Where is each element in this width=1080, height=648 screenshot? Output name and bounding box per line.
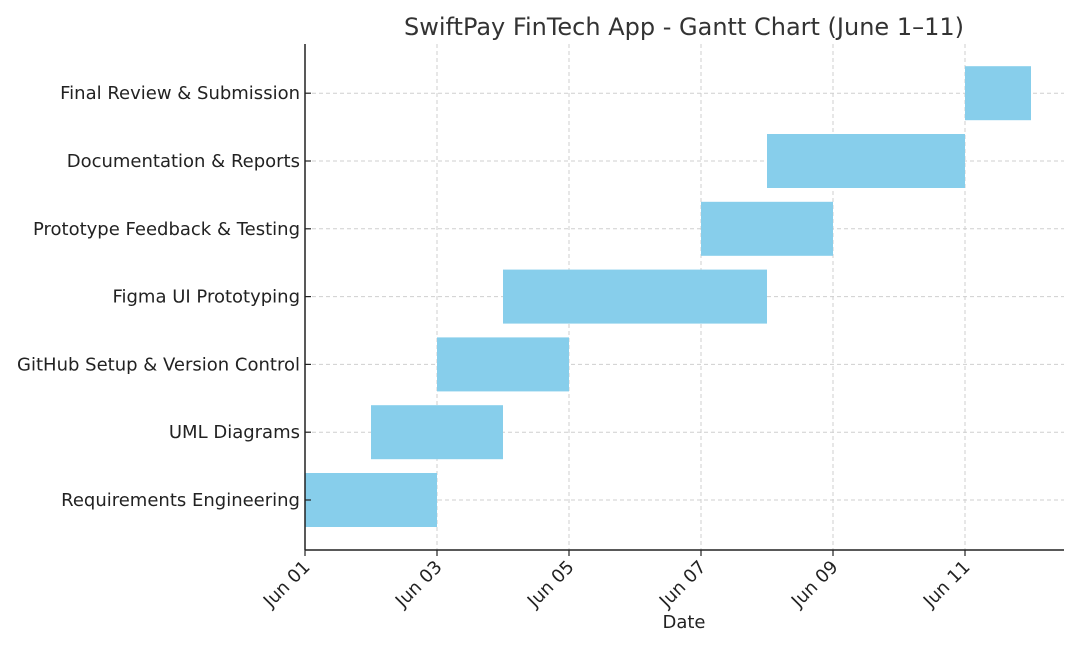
task-bar <box>371 405 503 460</box>
x-tick-label: Jun 07 <box>655 557 711 613</box>
x-tick-label: Jun 09 <box>787 557 843 613</box>
task-bar <box>305 473 437 527</box>
x-tick-label: Jun 05 <box>523 557 579 613</box>
task-bar <box>767 134 965 188</box>
x-tick-label: Jun 01 <box>259 557 315 613</box>
task-label: Documentation & Reports <box>67 151 300 172</box>
x-tick-label: Jun 11 <box>919 557 975 613</box>
task-label: Requirements Engineering <box>61 490 300 511</box>
label-layer: Jun 01 Jun 03 Jun 05 Jun 07 Jun 09 Jun 11 Requ… <box>17 83 974 612</box>
task-label: GitHub Setup & Version Control <box>17 354 300 375</box>
task-label: Prototype Feedback & Testing <box>33 219 300 240</box>
axis-layer <box>304 44 1064 556</box>
task-bar <box>437 337 569 392</box>
task-label: Final Review & Submission <box>60 83 300 104</box>
task-bar <box>503 269 767 324</box>
task-bar <box>701 201 833 256</box>
bar-layer <box>305 66 1031 527</box>
task-label: UML Diagrams <box>169 422 300 443</box>
x-axis-title: Date <box>662 612 705 633</box>
task-label: Figma UI Prototyping <box>112 287 300 308</box>
task-bar <box>965 66 1031 121</box>
grid-layer <box>304 44 1064 550</box>
x-tick-label: Jun 03 <box>391 557 447 613</box>
chart-title: SwiftPay FinTech App - Gantt Chart (June… <box>404 13 964 41</box>
